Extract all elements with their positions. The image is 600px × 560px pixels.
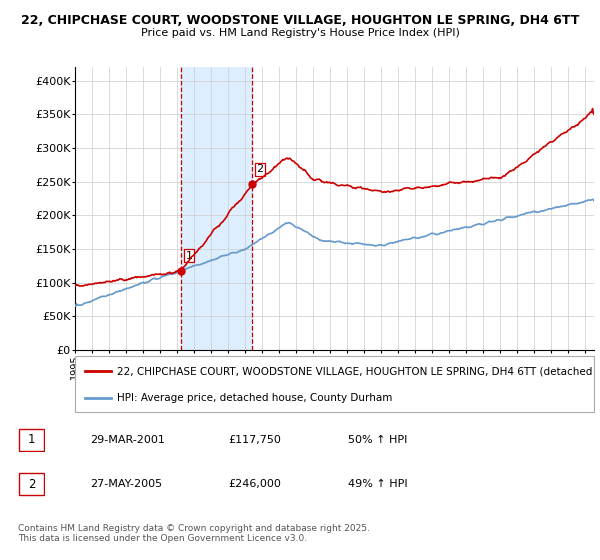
- Text: 29-MAR-2001: 29-MAR-2001: [90, 435, 165, 445]
- Text: Price paid vs. HM Land Registry's House Price Index (HPI): Price paid vs. HM Land Registry's House …: [140, 28, 460, 38]
- FancyBboxPatch shape: [75, 356, 594, 412]
- Text: HPI: Average price, detached house, County Durham: HPI: Average price, detached house, Coun…: [116, 393, 392, 403]
- Text: 22, CHIPCHASE COURT, WOODSTONE VILLAGE, HOUGHTON LE SPRING, DH4 6TT: 22, CHIPCHASE COURT, WOODSTONE VILLAGE, …: [21, 14, 579, 27]
- Text: 1: 1: [185, 250, 193, 260]
- Text: 1: 1: [28, 433, 35, 446]
- Text: 22, CHIPCHASE COURT, WOODSTONE VILLAGE, HOUGHTON LE SPRING, DH4 6TT (detached ho: 22, CHIPCHASE COURT, WOODSTONE VILLAGE, …: [116, 366, 600, 376]
- Text: 2: 2: [28, 478, 35, 491]
- Bar: [181, 67, 252, 350]
- Text: 2: 2: [256, 164, 263, 174]
- Text: 50% ↑ HPI: 50% ↑ HPI: [348, 435, 407, 445]
- Text: £246,000: £246,000: [228, 479, 281, 489]
- FancyBboxPatch shape: [19, 428, 44, 451]
- FancyBboxPatch shape: [19, 473, 44, 496]
- Text: Contains HM Land Registry data © Crown copyright and database right 2025.
This d: Contains HM Land Registry data © Crown c…: [18, 524, 370, 543]
- Text: £117,750: £117,750: [228, 435, 281, 445]
- Text: 49% ↑ HPI: 49% ↑ HPI: [348, 479, 407, 489]
- Text: 27-MAY-2005: 27-MAY-2005: [90, 479, 162, 489]
